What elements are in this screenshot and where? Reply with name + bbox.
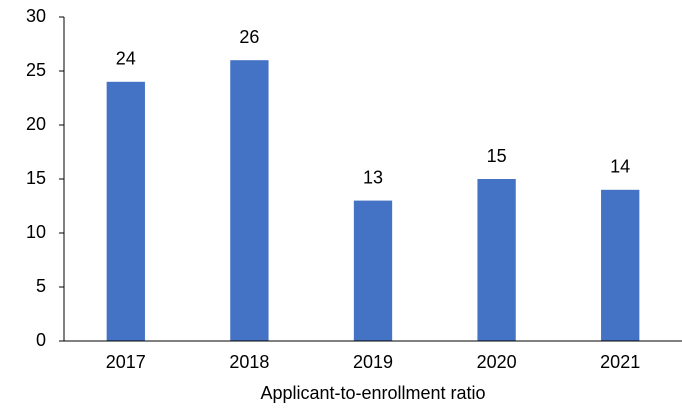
data-label: 14 — [610, 157, 630, 177]
y-tick-label: 15 — [26, 168, 46, 188]
bar — [601, 189, 640, 341]
bar — [230, 60, 269, 341]
y-tick-label: 30 — [26, 6, 46, 26]
bar — [477, 179, 516, 341]
x-tick-label: 2019 — [353, 352, 393, 372]
data-label: 26 — [239, 27, 259, 47]
data-label: 24 — [116, 49, 136, 69]
x-tick-label: 2018 — [229, 352, 269, 372]
data-label: 13 — [363, 167, 383, 187]
y-tick-label: 0 — [36, 330, 46, 350]
data-label: 15 — [487, 146, 507, 166]
x-tick-label: 2021 — [600, 352, 640, 372]
y-tick-label: 25 — [26, 60, 46, 80]
y-tick-label: 10 — [26, 222, 46, 242]
x-tick-label: 2017 — [106, 352, 146, 372]
x-axis-label: Applicant-to-enrollment ratio — [260, 383, 485, 403]
bar — [353, 200, 393, 341]
y-tick-label: 5 — [36, 276, 46, 296]
y-tick-label: 20 — [26, 114, 46, 134]
bar — [106, 81, 145, 342]
x-tick-label: 2020 — [477, 352, 517, 372]
